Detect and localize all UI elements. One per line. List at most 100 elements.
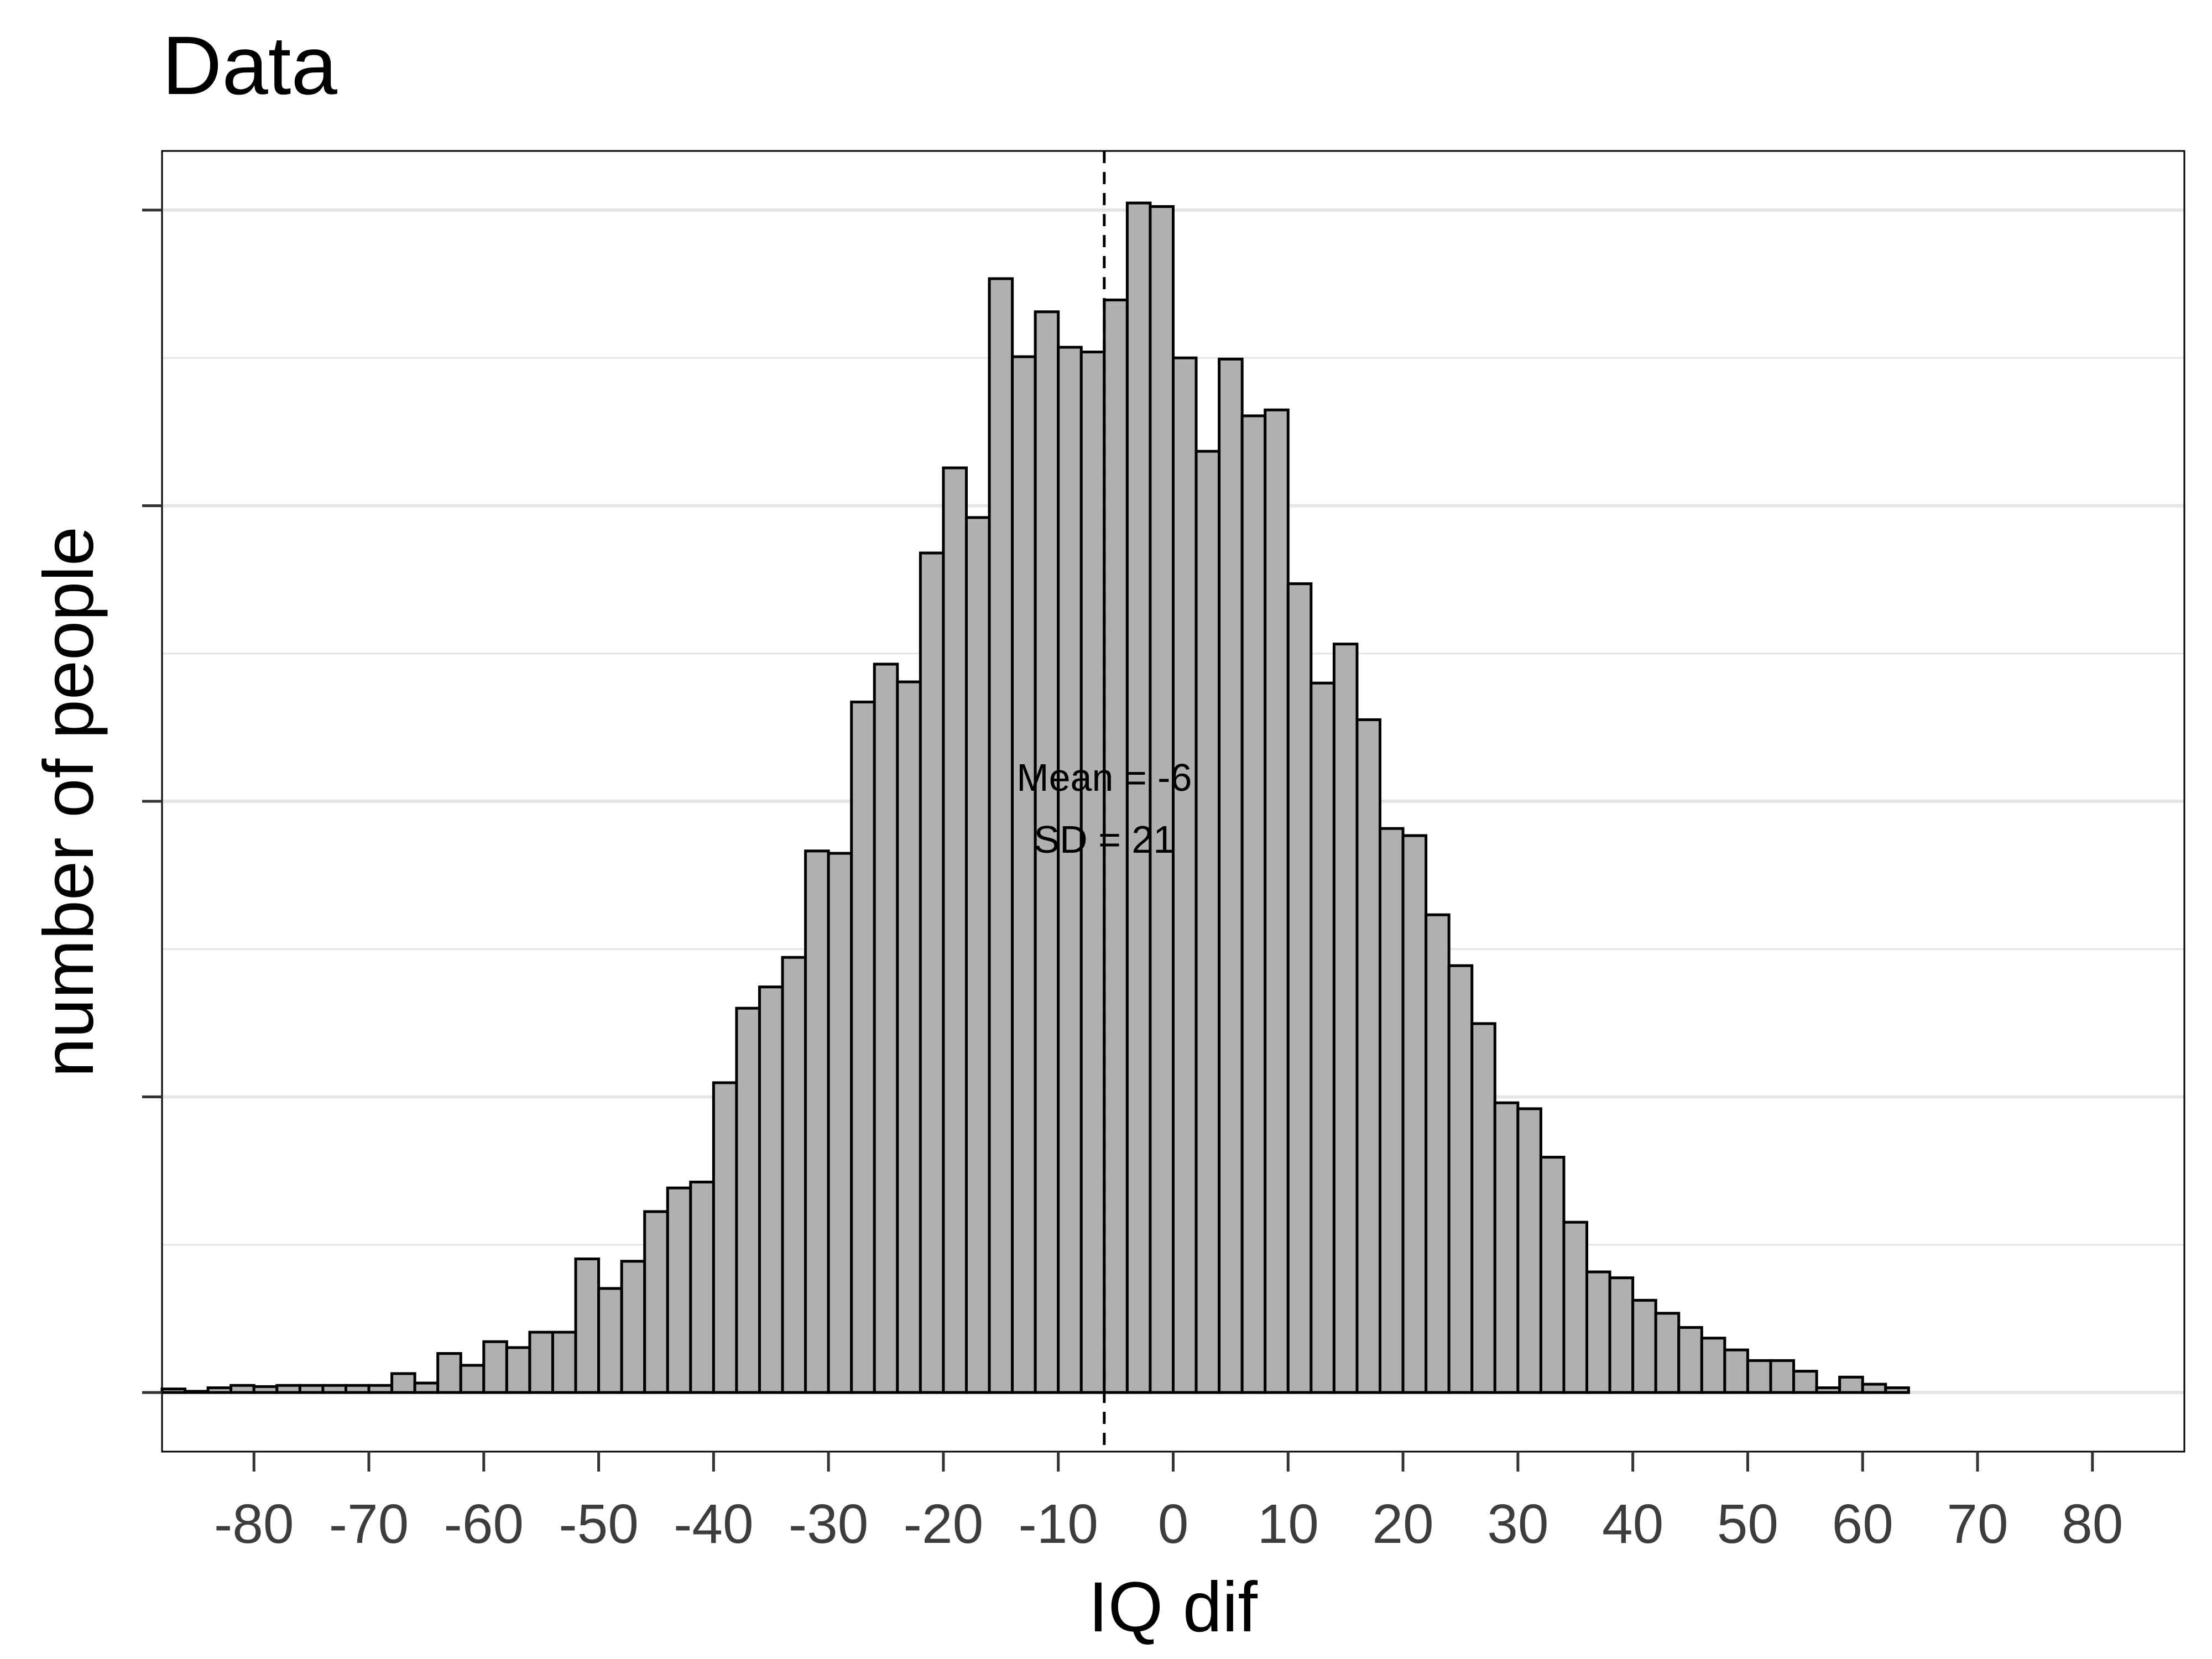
- histogram-bar: [1838, 1375, 1864, 1394]
- histogram-bar: [390, 1372, 416, 1394]
- histogram-bar: [1470, 1022, 1496, 1394]
- plot-area: Mean = -6 SD = 21: [160, 150, 2185, 1453]
- x-tick-label: -80: [214, 1493, 294, 1555]
- histogram-bar: [1792, 1370, 1818, 1394]
- histogram-bar: [643, 1210, 669, 1394]
- histogram-bar: [1355, 718, 1382, 1394]
- histogram-bar: [919, 551, 945, 1394]
- histogram-bar: [1194, 450, 1221, 1394]
- histogram-bar: [1057, 346, 1083, 1394]
- histogram-bar: [1608, 1276, 1635, 1394]
- histogram-bar: [850, 700, 876, 1394]
- histogram-bar: [505, 1346, 531, 1394]
- histogram-bar: [988, 277, 1014, 1394]
- histogram-bar: [1401, 834, 1428, 1394]
- x-tick-label: 10: [1258, 1493, 1319, 1555]
- histogram-bar: [712, 1081, 738, 1394]
- histogram-bar: [758, 985, 784, 1394]
- x-axis-title: IQ dif: [1088, 1568, 1258, 1647]
- histogram-bar: [804, 849, 830, 1394]
- y-axis-title: number of people: [29, 526, 108, 1077]
- x-tick-label: 30: [1487, 1493, 1548, 1555]
- x-tick-label: -40: [674, 1493, 754, 1555]
- histogram-bar: [1516, 1107, 1542, 1394]
- x-tick-label: 0: [1158, 1493, 1189, 1555]
- annotation-label: Mean = -6: [1016, 756, 1192, 799]
- histogram-bar: [1654, 1312, 1681, 1394]
- histogram-bar: [1700, 1337, 1726, 1394]
- histogram-bar: [184, 1390, 210, 1394]
- annotation-label: SD = 21: [1034, 818, 1175, 861]
- histogram-bar: [1539, 1156, 1566, 1394]
- x-axis-ticks: -80 -70 -60 -50 -40 -30 -20 -10 0 10 20 30 40 50 60 70 8…: [214, 1452, 2123, 1555]
- histogram-bar: [827, 852, 853, 1394]
- histogram-bar: [459, 1364, 486, 1394]
- histogram-bar: [206, 1386, 233, 1394]
- histogram-bar: [1746, 1359, 1772, 1394]
- histogram-bar: [620, 1260, 646, 1394]
- histogram-bar: [275, 1384, 301, 1394]
- histogram-bar: [735, 1006, 761, 1394]
- histogram-bar: [873, 662, 899, 1394]
- histogram-bar: [1493, 1101, 1520, 1394]
- x-tick-label: -10: [1018, 1493, 1098, 1555]
- histogram-bar: [1379, 827, 1405, 1394]
- histogram-bar: [482, 1340, 508, 1394]
- histogram-bar: [344, 1384, 371, 1394]
- histogram-bar: [1218, 357, 1244, 1394]
- histogram-bar: [1264, 408, 1290, 1394]
- histogram-bar: [1034, 310, 1060, 1394]
- histogram-bar: [574, 1257, 601, 1394]
- annotation-group: Mean = -6 SD = 21: [1016, 756, 1192, 861]
- histogram-bar: [1425, 913, 1451, 1394]
- chart-title: Data: [162, 19, 337, 112]
- histogram-bar: [413, 1381, 440, 1394]
- histogram-bar: [436, 1352, 462, 1394]
- histogram-bar: [1011, 355, 1037, 1394]
- y-axis-ticks: [142, 208, 162, 1394]
- x-tick-label: 70: [1947, 1493, 2008, 1555]
- histogram-bar: [298, 1384, 325, 1394]
- histogram-bar: [896, 680, 922, 1394]
- histogram-bar: [528, 1331, 554, 1394]
- histogram-bar: [1332, 643, 1359, 1394]
- histogram-bar: [1723, 1348, 1749, 1394]
- x-tick-label: 40: [1602, 1493, 1663, 1555]
- histogram-bar: [689, 1180, 715, 1394]
- histogram-bar: [1769, 1359, 1796, 1394]
- histogram-bar: [1861, 1383, 1887, 1394]
- x-tick-label: 60: [1832, 1493, 1893, 1555]
- x-tick-label: -70: [329, 1493, 409, 1555]
- histogram-bar: [964, 516, 991, 1394]
- histogram-bar: [1884, 1386, 1910, 1394]
- histogram-bar: [1240, 414, 1267, 1394]
- histogram-bar: [160, 1387, 187, 1394]
- histogram-bar: [1286, 582, 1313, 1394]
- histogram-bar: [1447, 964, 1474, 1394]
- x-tick-label: -50: [559, 1493, 639, 1555]
- histogram-bar: [229, 1384, 255, 1394]
- histogram-bar: [1585, 1270, 1611, 1394]
- histogram-bar: [551, 1331, 577, 1394]
- x-tick-label: -60: [444, 1493, 524, 1555]
- histogram-bar: [597, 1287, 623, 1394]
- histogram-bar: [942, 466, 968, 1394]
- x-tick-label: -20: [904, 1493, 984, 1555]
- histogram-bar: [1079, 350, 1106, 1394]
- x-tick-label: -30: [789, 1493, 869, 1555]
- x-tick-label: 20: [1372, 1493, 1433, 1555]
- histogram-bars: [160, 201, 1910, 1394]
- histogram-bar: [321, 1384, 347, 1394]
- histogram-bar: [666, 1186, 692, 1394]
- histogram-bar: [1149, 205, 1175, 1394]
- histogram-bar: [367, 1384, 394, 1394]
- x-tick-label: 50: [1717, 1493, 1778, 1555]
- histogram-bar: [1310, 681, 1335, 1394]
- histogram-bar: [1562, 1220, 1589, 1394]
- histogram-bar: [1815, 1386, 1841, 1394]
- x-tick-label: 80: [2062, 1493, 2123, 1555]
- histogram-bar: [252, 1385, 279, 1394]
- histogram-bar: [1677, 1326, 1703, 1394]
- histogram-bar: [1172, 356, 1198, 1394]
